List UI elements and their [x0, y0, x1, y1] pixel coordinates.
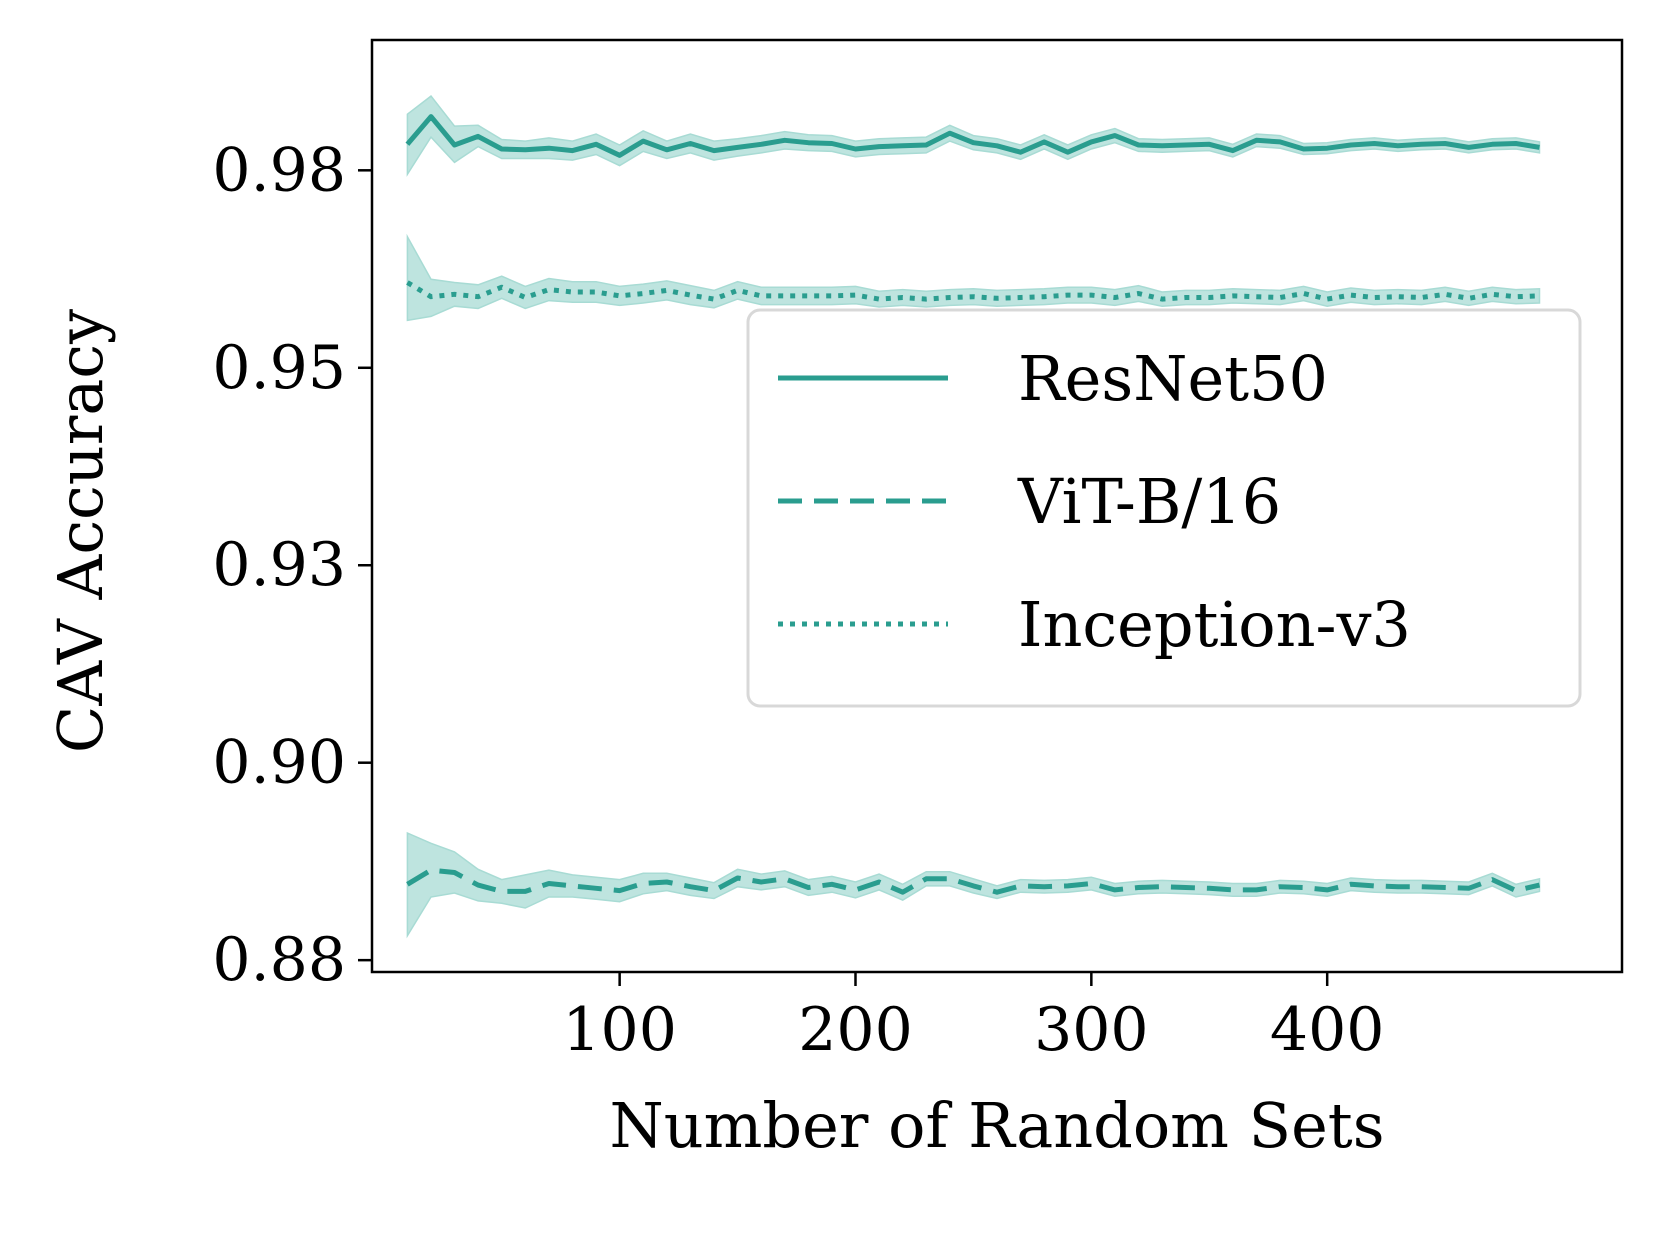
y-tick-label: 0.93	[212, 530, 346, 600]
legend-box	[746, 308, 1582, 708]
plot-area-frame	[370, 38, 1624, 974]
resnet50-legend-label: ResNet50	[1018, 342, 1328, 415]
y-axis: 0.88 0.90 0.93 0.95 0.98	[212, 135, 372, 995]
inception-v3-band	[406, 233, 1541, 322]
legend: ResNet50 ViT-B/16 Inception-v3	[746, 308, 1582, 708]
x-tick-label: 200	[798, 995, 913, 1065]
vit-b-16-legend-label: ViT-B/16	[1017, 465, 1281, 538]
x-axis-title: Number of Random Sets	[609, 1089, 1384, 1162]
resnet50-line	[405, 114, 1540, 158]
x-tick-label: 300	[1034, 995, 1149, 1065]
vit-b-16-line	[406, 867, 1541, 895]
x-axis: 100 200 300 400	[562, 972, 1384, 1065]
y-tick-label: 0.98	[212, 135, 346, 205]
y-axis-title: CAV Accuracy	[44, 309, 117, 753]
x-tick-label: 400	[1270, 995, 1385, 1065]
x-tick-label: 100	[562, 995, 677, 1065]
inception-v3-legend-label: Inception-v3	[1018, 588, 1411, 661]
y-tick-label: 0.90	[212, 728, 346, 798]
inception-v3-line	[406, 280, 1540, 302]
y-tick-label: 0.95	[212, 333, 346, 403]
resnet50-band	[406, 95, 1541, 177]
series-lines	[405, 114, 1541, 895]
y-tick-label: 0.88	[212, 925, 346, 995]
